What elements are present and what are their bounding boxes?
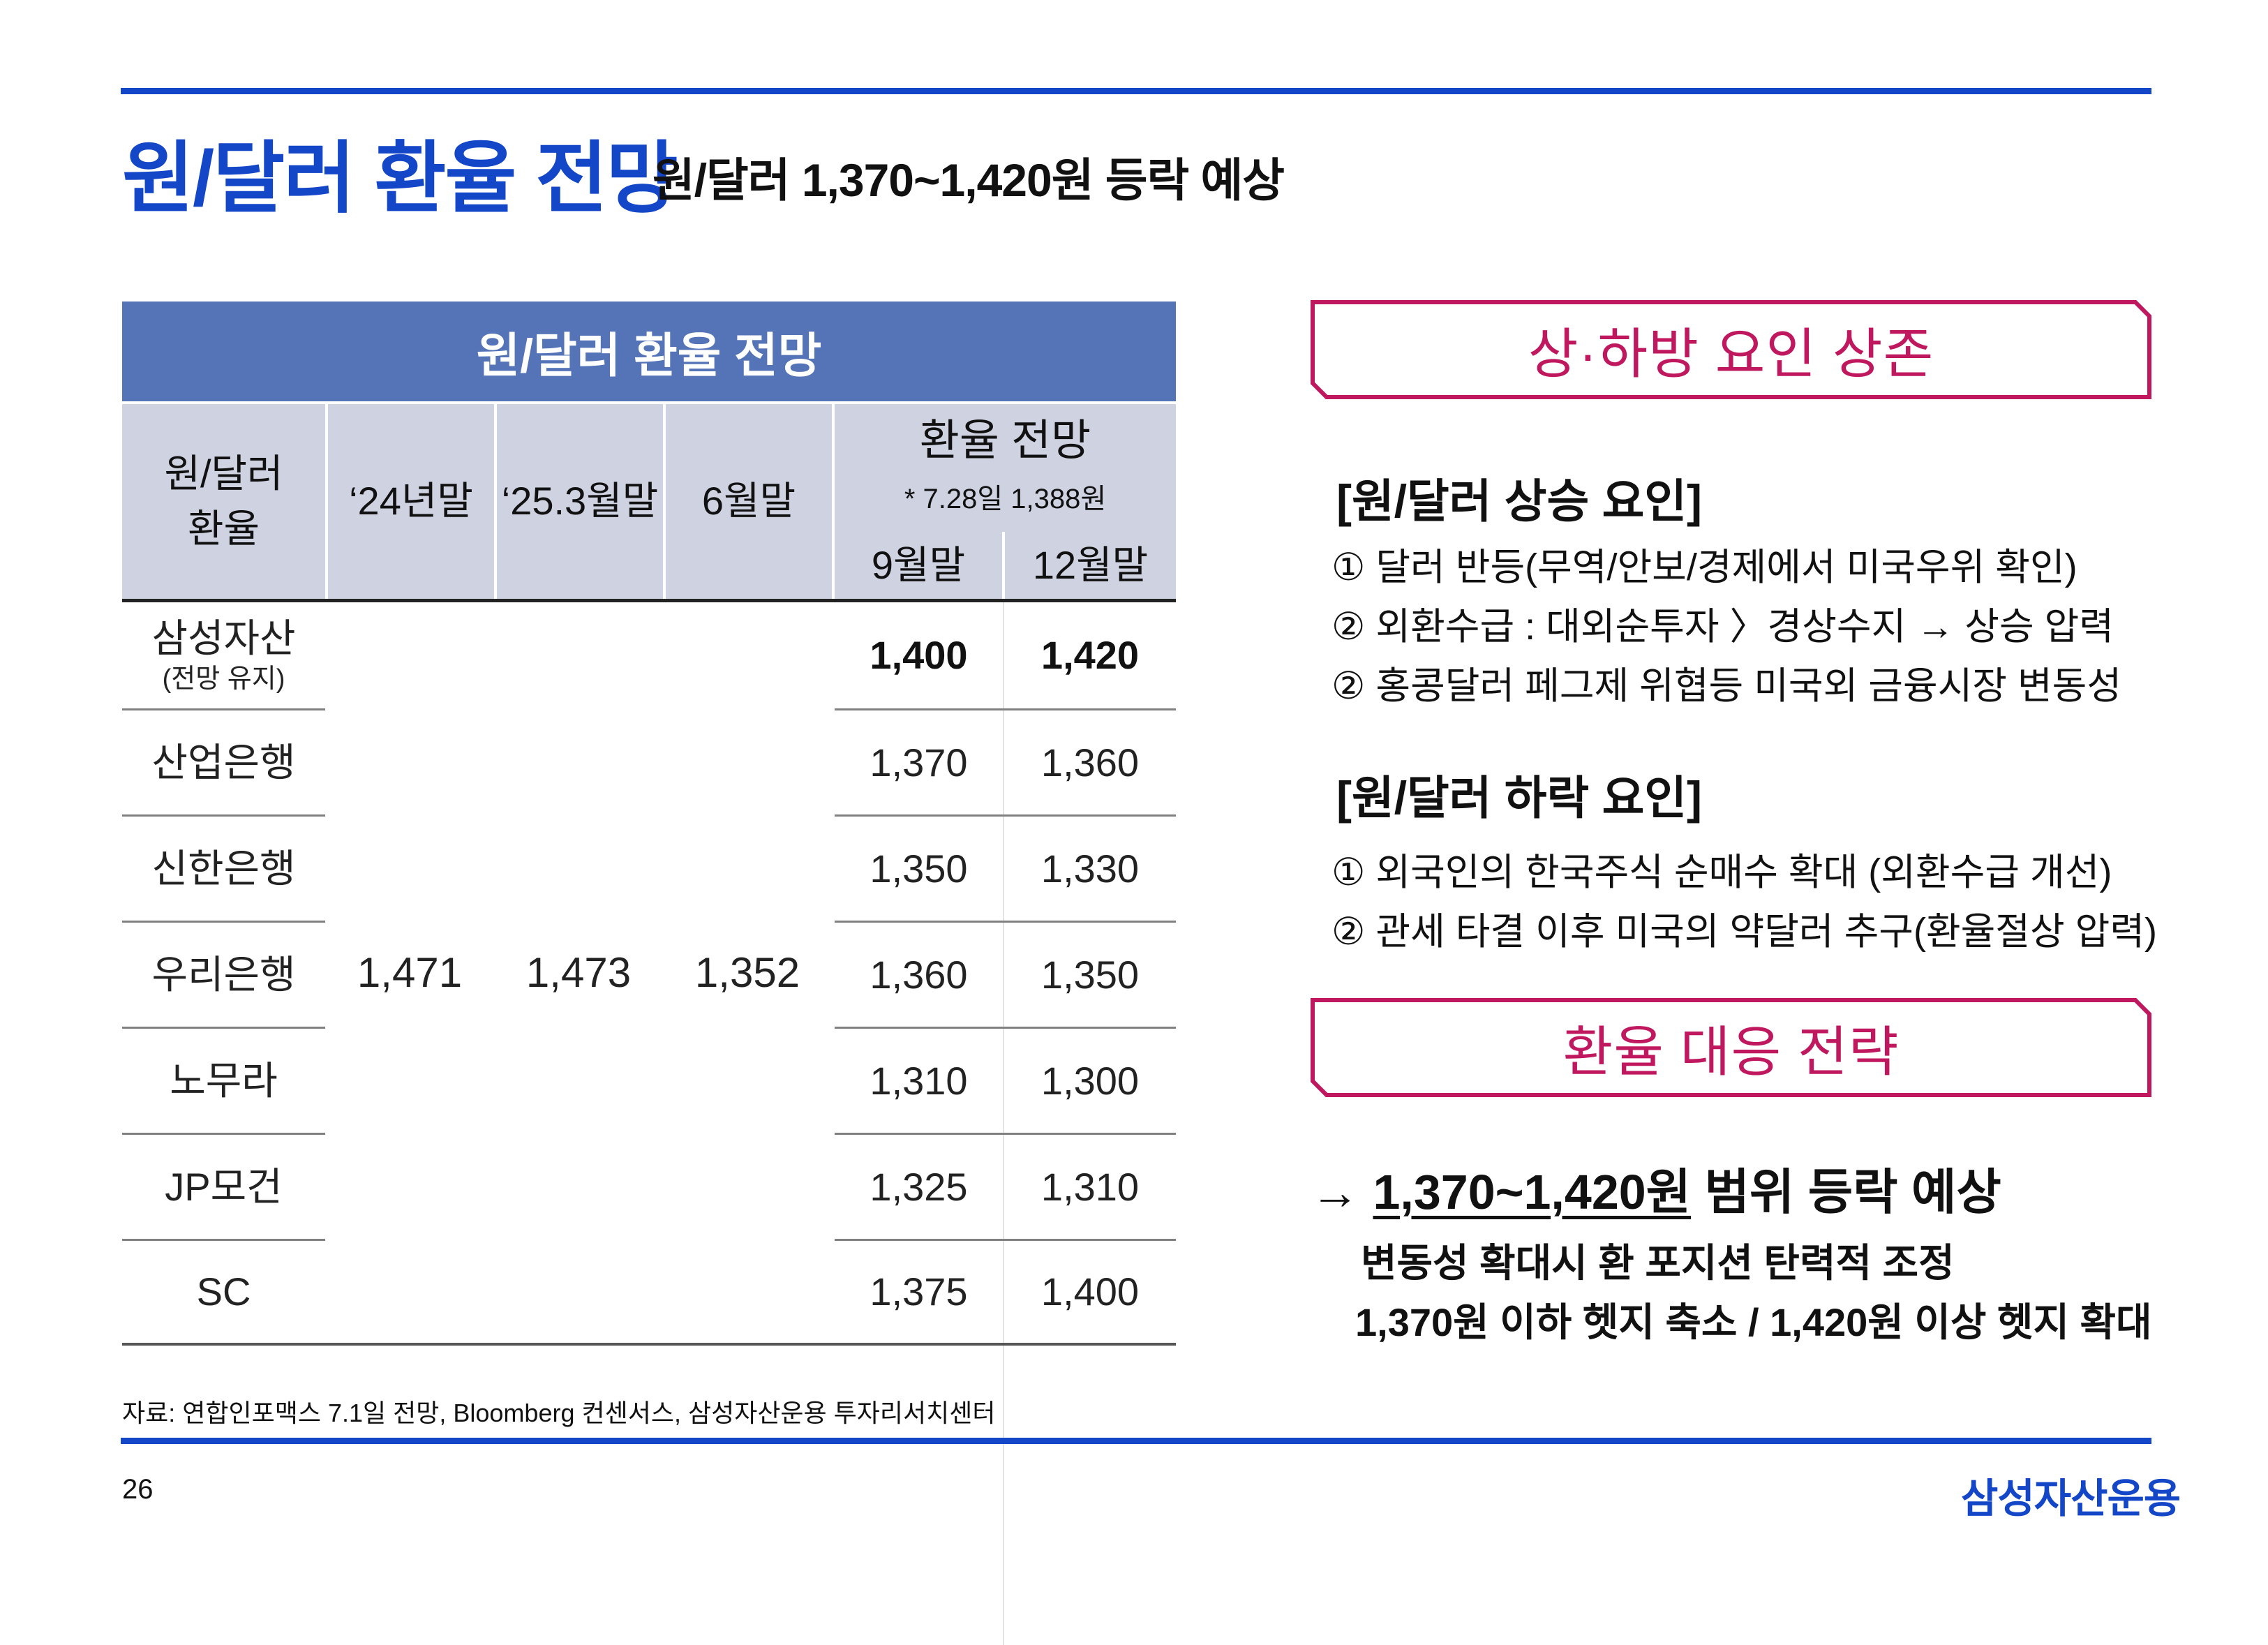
up-factor-item: ② 외환수급 : 대외순투자 〉경상수지 → 상승 압력 (1331, 606, 2114, 648)
page-number: 26 (122, 1474, 154, 1505)
strategy-range: → 1,370~1,420원 범위 등락 예상 (1311, 1153, 2001, 1223)
value-dec: 1,420 (1040, 633, 1140, 677)
value-sep: 1,375 (870, 1270, 968, 1313)
value-dec: 1,310 (1040, 1164, 1140, 1209)
value-sep: 1,370 (870, 740, 968, 784)
header-12-end: 12월말 (1032, 542, 1149, 587)
value-sep: 1,310 (870, 1058, 968, 1103)
table-row: JP모건 (165, 1164, 283, 1209)
value-24-end: 1,471 (357, 949, 463, 996)
value-dec: 1,300 (1040, 1058, 1140, 1103)
table-row: 노무라 (170, 1058, 278, 1103)
up-factor-item: ① 달러 반등(무역/안보/경제에서 미국우위 확인) (1331, 546, 2077, 588)
source-note: 자료: 연합인포맥스 7.1일 전망, Bloomberg 컨센서스, 삼성자산… (122, 1399, 996, 1427)
up-factor-item: ② 홍콩달러 페그제 위협등 미국외 금융시장 변동성 (1331, 665, 2122, 707)
table-row: 신한은행 (151, 846, 296, 891)
value-25-3-end: 1,473 (525, 949, 632, 996)
down-factor-item: ② 관세 타결 이후 미국의 약달러 추구(환율절상 압력) (1331, 911, 2157, 953)
bottom-rule (121, 1438, 2151, 1444)
strategy-line: 1,370원 이하 헷지 축소 / 1,420원 이상 헷지 확대 (1355, 1300, 2152, 1344)
strategy-range-value: 1,370~1,420원 (1373, 1165, 1692, 1219)
strategy-range-suffix: 범위 등락 예상 (1691, 1165, 2001, 1219)
table-title: 원/달러 환율 전망 (122, 302, 1176, 401)
value-sep: 1,400 (870, 633, 968, 677)
header-rate-label: 원/달러 환율 (164, 452, 283, 551)
strategy-box-frame (1311, 998, 2151, 1097)
value-sep: 1,360 (870, 952, 968, 997)
page-subtitle: 원/달러 1,370~1,420원 등락 예상 (652, 154, 1285, 206)
value-sep: 1,350 (870, 846, 968, 891)
factors-box-frame (1311, 300, 2151, 399)
page-title: 원/달러 환율 전망 (122, 135, 678, 222)
header-forecast: 환율 전망 (919, 416, 1091, 465)
table-header (122, 404, 1176, 599)
value-dec: 1,350 (1040, 952, 1140, 997)
down-factors-heading: [원/달러 하락 요인] (1336, 772, 1703, 824)
arrow-icon: → (1311, 1165, 1359, 1219)
up-factors-heading: [원/달러 상승 요인] (1336, 475, 1703, 527)
strategy-box: 환율 대응 전략 (1311, 998, 2151, 1097)
table-row: SC (196, 1270, 251, 1313)
header-24-end: ‘24년말 (349, 479, 473, 523)
header-6-end: 6월말 (701, 479, 796, 523)
factors-box-title: 상·하방 요인 상존 (1528, 323, 1934, 385)
factors-box: 상·하방 요인 상존 (1311, 300, 2151, 399)
value-dec: 1,360 (1040, 740, 1140, 784)
table-row: 우리은행 (151, 952, 296, 997)
value-dec: 1,400 (1040, 1270, 1140, 1313)
top-rule (121, 88, 2151, 94)
value-sep: 1,325 (870, 1164, 968, 1209)
strategy-box-title: 환율 대응 전략 (1562, 1021, 1900, 1082)
value-6-end: 1,352 (694, 949, 800, 996)
down-factor-item: ① 외국인의 한국주식 순매수 확대 (외환수급 개선) (1331, 851, 2112, 893)
value-dec: 1,330 (1040, 846, 1140, 891)
company-logo: 삼성자산운용 (1961, 1476, 2181, 1521)
strategy-line: 변동성 확대시 환 포지션 탄력적 조정 (1361, 1241, 1955, 1285)
header-forecast-note: * 7.28일 1,388원 (904, 484, 1107, 514)
header-9-end: 9월말 (871, 542, 966, 587)
table-row: 삼성자산 (전망 유지) (151, 616, 296, 694)
header-25-3-end: ‘25.3월말 (501, 479, 659, 523)
table-row: 산업은행 (151, 740, 296, 784)
